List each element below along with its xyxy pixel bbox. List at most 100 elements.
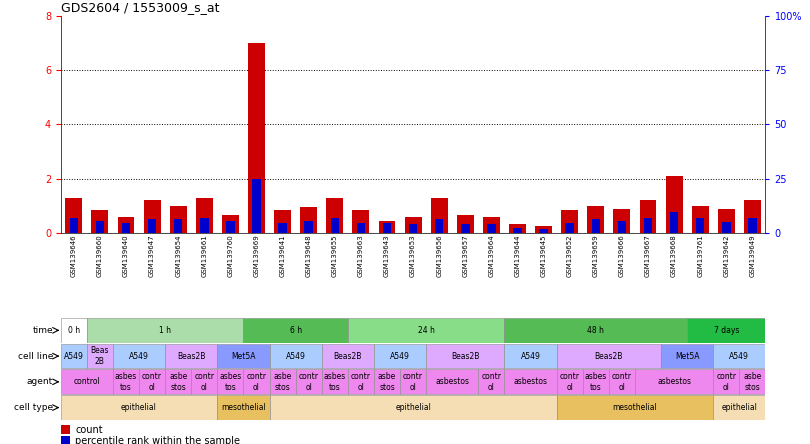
Bar <box>322 369 347 394</box>
Text: contr
ol: contr ol <box>351 372 371 392</box>
Text: contr
ol: contr ol <box>481 372 501 392</box>
Text: asbes
tos: asbes tos <box>585 372 607 392</box>
Text: Beas2B: Beas2B <box>177 352 206 361</box>
Bar <box>87 318 244 343</box>
Bar <box>374 344 426 369</box>
Bar <box>226 221 235 233</box>
Bar <box>347 318 505 343</box>
Bar <box>748 218 757 233</box>
Bar <box>330 218 339 233</box>
Bar <box>122 223 130 233</box>
Text: control: control <box>74 377 100 386</box>
Bar <box>565 223 574 233</box>
Text: asbes
tos: asbes tos <box>115 372 137 392</box>
Bar <box>378 221 395 233</box>
Bar <box>539 229 548 233</box>
Text: asbestos: asbestos <box>657 377 691 386</box>
Bar <box>696 218 705 233</box>
Bar <box>714 344 765 369</box>
Text: asbe
stos: asbe stos <box>169 372 187 392</box>
Text: epithelial: epithelial <box>395 403 431 412</box>
Bar <box>556 395 714 420</box>
Bar <box>487 224 496 233</box>
Bar <box>113 369 139 394</box>
Text: contr
ol: contr ol <box>716 372 736 392</box>
Bar <box>666 176 683 233</box>
Text: contr
ol: contr ol <box>246 372 266 392</box>
Text: Met5A: Met5A <box>675 352 699 361</box>
Text: 48 h: 48 h <box>587 326 604 335</box>
Bar <box>505 318 687 343</box>
Text: time: time <box>32 326 53 335</box>
Text: epithelial: epithelial <box>722 403 757 412</box>
Bar <box>244 318 347 343</box>
Bar <box>556 344 661 369</box>
Bar <box>217 369 244 394</box>
Text: A549: A549 <box>129 352 149 361</box>
Bar <box>96 221 104 233</box>
Bar <box>457 215 474 233</box>
Bar <box>222 215 239 233</box>
Bar <box>556 369 582 394</box>
Text: 1 h: 1 h <box>159 326 171 335</box>
Bar <box>252 179 261 233</box>
Text: 7 days: 7 days <box>714 326 739 335</box>
Bar <box>113 344 165 369</box>
Bar <box>409 224 417 233</box>
Bar <box>356 223 365 233</box>
Text: Beas
2B: Beas 2B <box>91 346 109 366</box>
Bar <box>139 369 165 394</box>
Bar <box>714 369 740 394</box>
Text: Beas2B: Beas2B <box>334 352 362 361</box>
Bar <box>70 218 78 233</box>
Bar <box>591 219 600 233</box>
Text: A549: A549 <box>286 352 305 361</box>
Bar <box>165 369 191 394</box>
Bar <box>244 369 270 394</box>
Bar <box>87 344 113 369</box>
Text: epithelial: epithelial <box>122 403 157 412</box>
Bar <box>744 201 761 233</box>
Bar <box>383 223 391 233</box>
Text: count: count <box>75 424 103 435</box>
Bar <box>322 344 374 369</box>
Bar <box>718 209 735 233</box>
Bar <box>352 210 369 233</box>
Bar <box>270 344 322 369</box>
Bar <box>509 224 526 233</box>
Bar <box>279 223 287 233</box>
Bar <box>431 198 448 233</box>
Text: 6 h: 6 h <box>290 326 301 335</box>
Bar <box>305 221 313 233</box>
Bar <box>722 222 731 233</box>
Bar <box>640 201 656 233</box>
Bar <box>692 206 709 233</box>
Bar <box>661 344 714 369</box>
Bar <box>405 217 421 233</box>
Bar <box>170 206 186 233</box>
Bar <box>61 344 87 369</box>
Bar <box>61 369 113 394</box>
Text: contr
ol: contr ol <box>194 372 215 392</box>
Bar <box>587 206 604 233</box>
Bar <box>92 210 109 233</box>
Text: 24 h: 24 h <box>418 326 435 335</box>
Bar <box>191 369 217 394</box>
Text: mesothelial: mesothelial <box>612 403 658 412</box>
Text: asbestos: asbestos <box>514 377 548 386</box>
Bar <box>426 344 505 369</box>
Bar <box>196 198 213 233</box>
Text: percentile rank within the sample: percentile rank within the sample <box>75 436 241 444</box>
Bar <box>609 369 635 394</box>
Text: asbe
stos: asbe stos <box>744 372 761 392</box>
Bar <box>435 219 443 233</box>
Text: asbes
tos: asbes tos <box>220 372 241 392</box>
Bar <box>296 369 322 394</box>
Text: A549: A549 <box>64 352 83 361</box>
Bar <box>740 369 765 394</box>
Bar <box>635 369 714 394</box>
Text: asbe
stos: asbe stos <box>378 372 396 392</box>
Text: A549: A549 <box>390 352 410 361</box>
Text: contr
ol: contr ol <box>560 372 580 392</box>
Bar <box>426 369 479 394</box>
